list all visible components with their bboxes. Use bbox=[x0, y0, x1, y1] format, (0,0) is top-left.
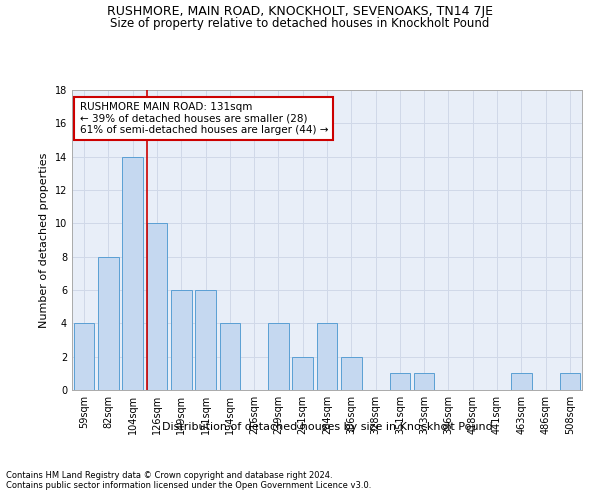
Bar bbox=[98, 256, 119, 390]
Text: Contains HM Land Registry data © Crown copyright and database right 2024.: Contains HM Land Registry data © Crown c… bbox=[6, 471, 332, 480]
Bar bbox=[74, 324, 94, 390]
Bar bbox=[220, 324, 240, 390]
Bar bbox=[317, 324, 337, 390]
Bar bbox=[268, 324, 289, 390]
Bar bbox=[122, 156, 143, 390]
Text: RUSHMORE MAIN ROAD: 131sqm
← 39% of detached houses are smaller (28)
61% of semi: RUSHMORE MAIN ROAD: 131sqm ← 39% of deta… bbox=[80, 102, 328, 135]
Bar bbox=[560, 374, 580, 390]
Bar bbox=[195, 290, 216, 390]
Text: Distribution of detached houses by size in Knockholt Pound: Distribution of detached houses by size … bbox=[161, 422, 493, 432]
Text: Size of property relative to detached houses in Knockholt Pound: Size of property relative to detached ho… bbox=[110, 18, 490, 30]
Text: Contains public sector information licensed under the Open Government Licence v3: Contains public sector information licen… bbox=[6, 481, 371, 490]
Bar bbox=[511, 374, 532, 390]
Y-axis label: Number of detached properties: Number of detached properties bbox=[39, 152, 49, 328]
Bar bbox=[171, 290, 191, 390]
Bar bbox=[341, 356, 362, 390]
Text: RUSHMORE, MAIN ROAD, KNOCKHOLT, SEVENOAKS, TN14 7JE: RUSHMORE, MAIN ROAD, KNOCKHOLT, SEVENOAK… bbox=[107, 5, 493, 18]
Bar bbox=[292, 356, 313, 390]
Bar bbox=[146, 224, 167, 390]
Bar bbox=[414, 374, 434, 390]
Bar bbox=[389, 374, 410, 390]
